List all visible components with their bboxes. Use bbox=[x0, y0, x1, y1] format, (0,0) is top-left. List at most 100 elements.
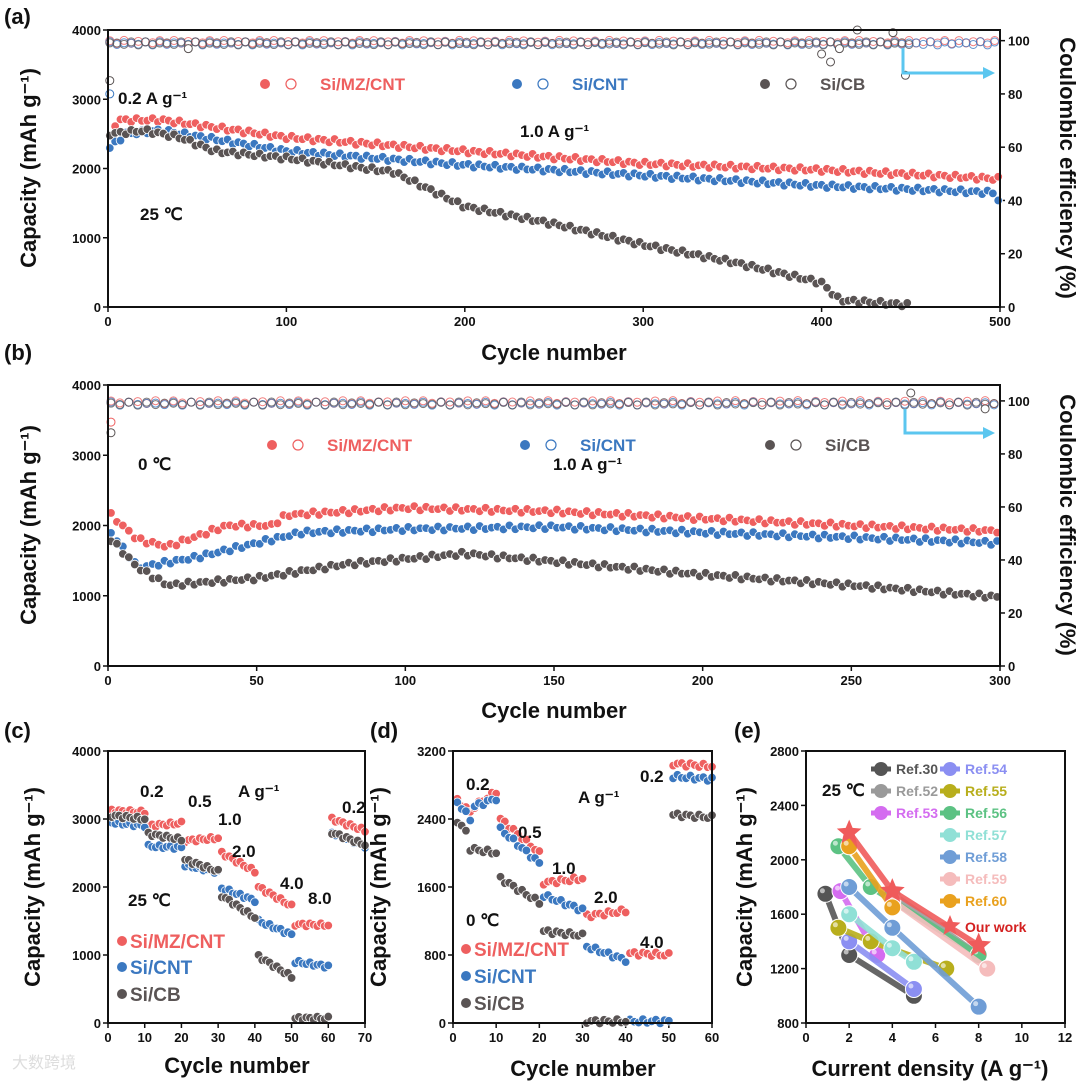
series-ref-58 bbox=[840, 878, 988, 1016]
ce-point bbox=[212, 38, 222, 48]
ce-point bbox=[733, 39, 743, 49]
panel-label: (a) bbox=[4, 4, 31, 29]
highlight bbox=[886, 901, 892, 907]
ce-point bbox=[382, 397, 392, 407]
ce-point bbox=[347, 398, 357, 408]
annotation: 0.2 bbox=[640, 767, 664, 786]
annotation: 8.0 bbox=[308, 889, 332, 908]
x-tick-label: 4 bbox=[889, 1030, 897, 1045]
ce-point bbox=[647, 38, 657, 48]
ce-point bbox=[333, 37, 343, 47]
legend-label: Ref.30 bbox=[896, 761, 938, 777]
y-tick-label: 2000 bbox=[72, 880, 101, 895]
y2-tick-label: 0 bbox=[1008, 300, 1015, 315]
x-tick-label: 50 bbox=[284, 1030, 298, 1045]
ce-point bbox=[588, 396, 598, 406]
annotation: 1.0 A g⁻¹ bbox=[553, 455, 622, 474]
ce-point bbox=[463, 400, 473, 410]
x-tick-label: 60 bbox=[705, 1030, 719, 1045]
highlight bbox=[832, 922, 838, 928]
ce-point bbox=[623, 398, 633, 408]
ce-point bbox=[633, 37, 643, 47]
ce-point bbox=[507, 400, 517, 410]
data-point bbox=[829, 918, 848, 937]
ce-point bbox=[162, 38, 172, 48]
y-tick-label: 1000 bbox=[72, 231, 101, 246]
legend-marker bbox=[461, 998, 471, 1008]
x-tick-label: 70 bbox=[358, 1030, 372, 1045]
panel-e: (e) 0 2 4 6 8 10 12 800 1200 1600 2000 2400 2800 Curre… bbox=[732, 718, 1072, 1081]
legend-marker-open bbox=[790, 439, 802, 451]
ce-point bbox=[213, 396, 223, 406]
highlight bbox=[843, 840, 849, 846]
y-tick-label: 2800 bbox=[770, 744, 799, 759]
ce-point bbox=[302, 399, 312, 409]
panel-b: (b)0 50 100 150 200 250 3000100020003000400002… bbox=[4, 340, 1080, 723]
legend-label: Ref.58 bbox=[965, 849, 1007, 865]
ce-point bbox=[231, 398, 241, 408]
ce-point bbox=[383, 37, 393, 47]
ce-point bbox=[695, 397, 705, 407]
highlight bbox=[835, 885, 841, 891]
legend-marker-open bbox=[785, 78, 797, 90]
ce-point bbox=[697, 38, 707, 48]
x-tick-label: 0 bbox=[449, 1030, 456, 1045]
ce-point bbox=[159, 398, 169, 408]
y-tick-label: 1600 bbox=[417, 880, 446, 895]
highlight bbox=[819, 888, 825, 894]
ce-point bbox=[855, 399, 865, 409]
data-point bbox=[988, 188, 998, 199]
data-point bbox=[491, 848, 501, 858]
ce-point bbox=[516, 397, 526, 407]
ce-point bbox=[962, 400, 972, 410]
series-si-cb bbox=[106, 810, 370, 1025]
ce-point bbox=[904, 40, 914, 50]
data-point bbox=[816, 276, 827, 287]
ce-point bbox=[320, 397, 330, 407]
ce-point bbox=[686, 398, 696, 408]
legend-marker bbox=[874, 762, 888, 776]
annotation: 25 ℃ bbox=[128, 891, 171, 910]
y-tick-label: 0 bbox=[439, 1016, 446, 1031]
data-point bbox=[534, 899, 545, 909]
ce-point bbox=[222, 398, 232, 408]
data-point bbox=[530, 892, 540, 903]
ce-point bbox=[233, 37, 243, 47]
x-tick-label: 150 bbox=[543, 673, 565, 688]
ce-point bbox=[543, 399, 553, 409]
x-tick-label: 0 bbox=[104, 314, 111, 329]
legend-marker bbox=[943, 762, 957, 776]
series-si-cb bbox=[106, 388, 1002, 603]
legend-label: Si/CNT bbox=[474, 967, 537, 988]
data-point bbox=[620, 907, 631, 918]
data-point bbox=[201, 530, 211, 540]
y-tick-label: 0 bbox=[94, 1016, 101, 1031]
y-tick-label: 800 bbox=[424, 948, 446, 963]
y-tick-label: 1000 bbox=[72, 948, 101, 963]
ce-point bbox=[365, 399, 375, 409]
data-point bbox=[426, 184, 436, 194]
data-point bbox=[254, 539, 265, 549]
data-point bbox=[176, 816, 187, 827]
ce-series bbox=[105, 25, 914, 86]
data-point bbox=[461, 825, 471, 836]
legend-marker-filled bbox=[760, 79, 770, 89]
ce-point bbox=[947, 39, 957, 49]
ce-point bbox=[283, 37, 293, 47]
series-si-cb bbox=[105, 25, 914, 312]
ce-point bbox=[275, 396, 285, 406]
data-point bbox=[969, 997, 988, 1016]
y-tick-label: 1000 bbox=[72, 589, 101, 604]
ce-point bbox=[797, 38, 807, 48]
data-point bbox=[508, 833, 519, 844]
legend-marker bbox=[117, 989, 127, 999]
data-point bbox=[993, 172, 1003, 182]
ce-point bbox=[837, 400, 847, 410]
y2-tick-label: 60 bbox=[1008, 140, 1022, 155]
ce-point bbox=[547, 38, 557, 48]
annotation: 1.0 bbox=[552, 859, 576, 878]
ce-point bbox=[267, 397, 277, 407]
x-tick-label: 10 bbox=[1015, 1030, 1029, 1045]
ce-point bbox=[447, 39, 457, 49]
highlight bbox=[973, 1001, 979, 1007]
